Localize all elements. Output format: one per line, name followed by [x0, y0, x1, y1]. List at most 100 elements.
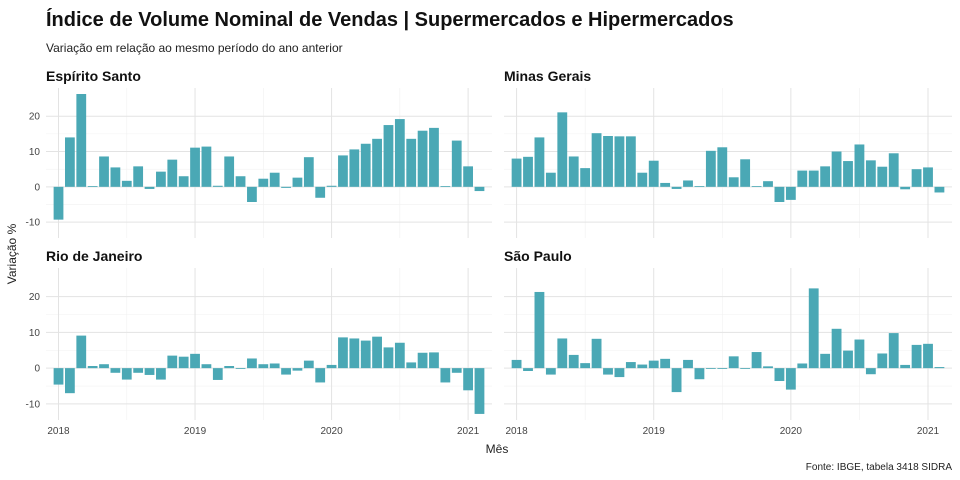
bar — [76, 94, 87, 187]
y-tick-label: -10 — [26, 218, 41, 229]
bar — [580, 363, 591, 369]
y-tick-label: 10 — [29, 328, 41, 339]
bar — [557, 112, 568, 187]
bar — [900, 364, 911, 369]
bar — [235, 176, 246, 187]
bar — [865, 160, 876, 187]
bar — [212, 185, 223, 187]
bar — [406, 362, 417, 369]
bar — [99, 364, 109, 369]
bar — [451, 368, 462, 373]
bar — [269, 172, 280, 187]
bar — [591, 133, 602, 187]
bar — [557, 338, 568, 369]
bar — [717, 368, 728, 369]
bar — [774, 186, 785, 202]
bar — [831, 328, 842, 369]
bar — [326, 185, 337, 187]
bar — [637, 172, 648, 187]
bar — [65, 137, 75, 187]
bar — [326, 364, 337, 369]
y-tick-label: 0 — [34, 364, 40, 375]
bar — [338, 155, 348, 187]
bar — [534, 137, 545, 187]
x-tick-label: 2021 — [457, 426, 480, 437]
bar — [820, 166, 831, 187]
bar — [603, 136, 613, 187]
bar — [763, 366, 773, 369]
bar — [417, 130, 428, 187]
x-tick-label: 2019 — [184, 426, 207, 437]
bar — [728, 177, 739, 187]
bar — [934, 186, 945, 193]
bar — [360, 340, 371, 369]
bar — [648, 360, 659, 369]
bar — [451, 140, 462, 187]
bar — [923, 167, 933, 187]
bar — [660, 358, 671, 369]
bar — [751, 186, 762, 187]
x-tick-label: 2021 — [917, 426, 940, 437]
bar — [474, 368, 485, 414]
bar — [614, 368, 625, 378]
bar — [292, 177, 303, 187]
bar — [190, 147, 200, 187]
bar — [705, 150, 716, 187]
bar — [76, 335, 87, 369]
bar — [269, 363, 280, 369]
bar — [934, 367, 945, 369]
bar — [545, 172, 556, 187]
bar — [440, 186, 451, 187]
panel-2: Minas Gerais — [504, 68, 952, 238]
bar — [740, 368, 751, 369]
bar — [360, 143, 371, 187]
bar — [429, 127, 439, 187]
bar — [854, 339, 865, 369]
bar — [178, 176, 189, 187]
bar — [820, 353, 831, 369]
panel-3: Rio de Janeiro -10 0 10 20 2018 2019 2020 2021 — [26, 248, 492, 437]
bar — [900, 186, 911, 190]
chart-title: Índice de Volume Nominal de Vendas | Sup… — [46, 8, 734, 31]
bar — [580, 168, 591, 187]
bar — [751, 352, 762, 369]
bar — [133, 166, 144, 187]
bar — [728, 356, 739, 369]
bar — [394, 119, 405, 187]
x-tick-label: 2018 — [505, 426, 528, 437]
bar — [534, 291, 545, 369]
bar — [671, 186, 682, 189]
bar — [474, 186, 485, 192]
bar — [591, 338, 602, 369]
bar — [190, 353, 200, 369]
y-tick-label: -10 — [26, 399, 41, 410]
bar — [383, 125, 394, 187]
bar — [568, 156, 579, 187]
bar — [923, 343, 933, 369]
bar — [87, 366, 98, 369]
bar — [201, 364, 212, 369]
bar — [429, 352, 439, 369]
y-tick-label: 10 — [29, 147, 41, 158]
bar — [315, 186, 326, 198]
bar — [53, 368, 64, 385]
bar — [440, 368, 451, 383]
bar — [545, 368, 556, 375]
bar — [660, 182, 671, 187]
bar — [774, 368, 785, 382]
bar — [797, 363, 808, 369]
bar — [372, 138, 382, 187]
bar — [808, 170, 819, 187]
bar — [224, 366, 235, 369]
bar — [523, 368, 533, 371]
bar — [740, 159, 751, 187]
bar — [156, 171, 166, 187]
bar — [683, 180, 693, 187]
chart-subtitle: Variação em relação ao mesmo período do … — [46, 41, 343, 55]
bar — [671, 368, 682, 393]
bar — [785, 368, 796, 390]
bar — [637, 364, 648, 369]
bar — [911, 344, 922, 369]
panel-4: São Paulo 2018 2019 2020 2021 — [504, 248, 952, 437]
bar — [648, 160, 659, 187]
